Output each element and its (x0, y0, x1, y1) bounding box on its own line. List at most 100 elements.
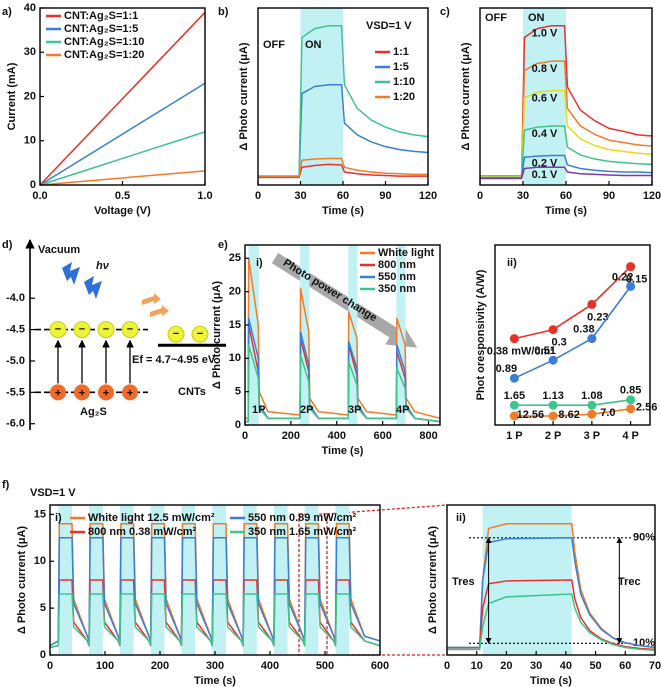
electron (121, 321, 139, 339)
x-tick-label: 1.0 (197, 190, 212, 202)
data-point (587, 299, 597, 309)
annotation: OFF (485, 12, 507, 24)
legend-label: 800 nm (378, 259, 416, 271)
series-label: 0.2 V (532, 157, 558, 169)
legend-label: White light 12.5 mW/cm² (88, 512, 215, 524)
y-tick-label: 5 (235, 386, 241, 398)
x-tick-label: 30 (517, 190, 529, 202)
series-line (245, 324, 441, 423)
panel-letter: a) (2, 6, 12, 18)
annotation: 4P (396, 404, 409, 416)
y-tick-label: -4.0 (6, 292, 25, 304)
data-point (548, 411, 558, 421)
panel-letter: f) (2, 479, 10, 491)
hole-sign: + (55, 387, 61, 399)
x-tick-label: 500 (316, 660, 334, 672)
data-point (626, 262, 636, 272)
point-label: 0.38 (573, 324, 594, 336)
series-label: 0.4 V (532, 128, 558, 140)
annotation: 2P (300, 404, 313, 416)
annotation: VSD=1 V (366, 20, 412, 32)
x-tick-label: 50 (589, 660, 601, 672)
series-line (258, 24, 429, 177)
transfer-arrow (150, 305, 169, 317)
annotation: 3P (348, 404, 361, 416)
data-point (509, 411, 519, 421)
series-line (245, 344, 441, 423)
panel: 0 200 400 600 800 0 5 10 15 20 25 Time (s) Δ Photo c… (211, 244, 441, 457)
y-tick-label: 0 (40, 649, 46, 661)
x-axis-label: Voltage (V) (94, 205, 151, 217)
series-line (39, 131, 206, 186)
panel: 0 100 200 300 400 500 600 0 5 10 15 Time (s) Δ Photo… (16, 487, 389, 687)
data-point (626, 404, 636, 414)
y-axis-label: Current (mA) (6, 62, 18, 130)
legend-label: 1:20 (393, 91, 415, 103)
y-tick-label: 20 (24, 90, 36, 102)
y-tick-label: -4.5 (6, 323, 25, 335)
electron-sign: − (103, 323, 109, 335)
x-tick-label: 20 (500, 660, 512, 672)
x-tick-label: 0.5 (115, 190, 130, 202)
electron-sign: − (127, 323, 133, 335)
legend-label: CNT:Ag₂S=1:10 (64, 36, 144, 48)
x-tick-label: 4 P (622, 430, 639, 442)
y-tick-label: 0 (30, 179, 36, 191)
point-label: 1.08 (581, 390, 602, 402)
reference-label: 90% (633, 532, 655, 544)
annotation: Ef = 4.7~4.95 eV (132, 354, 216, 366)
y-axis-label: Δ Photo current (μA) (16, 526, 28, 634)
series-label: 1.0 V (532, 28, 558, 40)
point-label: 0.23 (587, 311, 608, 323)
y-axis-label: Δ Photo current (μA) (238, 42, 250, 150)
annotation: CNTs (178, 386, 206, 398)
annotation: Photo power change (281, 257, 379, 325)
y-axis-label: Phot oresponsivity (A/W) (475, 269, 487, 400)
x-tick-label: 200 (282, 430, 300, 442)
series-line (480, 24, 653, 177)
legend-label: 1:5 (393, 61, 409, 73)
x-tick-label: 30 (294, 190, 306, 202)
plot-frame (244, 244, 441, 426)
hole (74, 384, 90, 401)
point-label: 0.85 (620, 385, 641, 397)
series-line (514, 285, 632, 379)
y-tick-label: 15 (229, 319, 241, 331)
on-shade (248, 245, 259, 425)
annotation: Trec (618, 576, 641, 588)
plot-frame (494, 244, 651, 426)
x-tick-label: 10 (471, 660, 483, 672)
on-shade (300, 8, 343, 185)
annotation: hν (96, 260, 110, 272)
panel: 1.0 V 0.8 V 0.6 V 0.4 V 0.2 V0.1 V 0 30 60 90 120… (460, 7, 661, 217)
series-line (258, 83, 429, 179)
x-tick-label: 300 (206, 660, 224, 672)
point-label: 8.62 (558, 409, 579, 421)
point-label: 0.51 (534, 345, 555, 357)
y-tick-label: 5 (40, 602, 46, 614)
x-tick-label: 0.0 (32, 190, 47, 202)
y-tick-label: -5.5 (6, 386, 25, 398)
x-tick-label: 0 (477, 190, 483, 202)
x-tick-label: 600 (373, 430, 391, 442)
legend-label: 350 nm (378, 283, 416, 295)
light-bolt (84, 276, 102, 299)
data-point (587, 409, 597, 419)
hole-sign: + (103, 387, 109, 399)
x-tick-label: 3 P (584, 430, 601, 442)
annotation: ii) (507, 257, 517, 269)
data-point (509, 373, 519, 383)
y-axis-label: Δ Photo current (μA) (427, 526, 439, 634)
point-label: 1.13 (542, 390, 563, 402)
legend-label: 1:10 (393, 76, 415, 88)
series-label: 0.8 V (532, 63, 558, 75)
series-label: 0.1 V (532, 169, 558, 181)
plot-frame (446, 504, 656, 656)
y-tick-label: 0 (235, 419, 241, 431)
data-point (626, 395, 636, 405)
x-tick-label: 30 (530, 660, 542, 672)
point-label: 7.0 (600, 407, 615, 419)
data-point (626, 281, 636, 291)
